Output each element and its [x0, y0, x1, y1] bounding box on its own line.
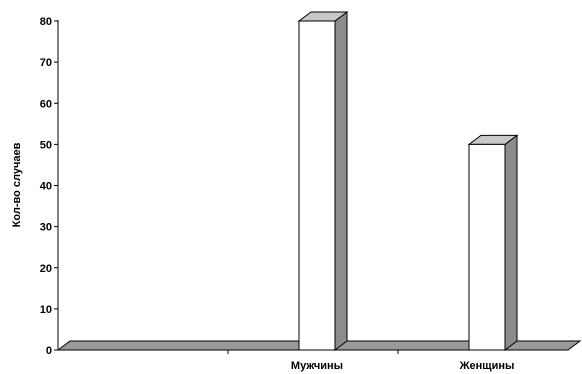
x-axis-labels: Мужчины Женщины: [291, 360, 514, 372]
bar: [297, 11, 349, 351]
y-tick-label: 30: [40, 222, 52, 234]
bar-front: [468, 143, 506, 351]
y-tick-label: 50: [40, 139, 52, 151]
y-tick-label: 40: [40, 181, 52, 193]
bar-side: [334, 11, 348, 351]
y-tick-label: 0: [46, 345, 52, 357]
x-tick-label: Женщины: [459, 360, 515, 372]
bar-side: [504, 134, 518, 351]
bar: [467, 134, 519, 351]
y-tick-label: 70: [40, 57, 52, 69]
x-tick-label: Мужчины: [291, 360, 343, 372]
y-axis-ticks: 0 10 20 30 40 50 60 70 80: [40, 16, 58, 357]
y-tick-label: 10: [40, 304, 52, 316]
y-axis-title: Кол-во случаев: [11, 142, 23, 227]
bars: [297, 11, 519, 351]
bar-front: [298, 20, 336, 351]
y-tick-label: 60: [40, 98, 52, 110]
y-tick-label: 80: [40, 16, 52, 28]
y-tick-label: 20: [40, 263, 52, 275]
